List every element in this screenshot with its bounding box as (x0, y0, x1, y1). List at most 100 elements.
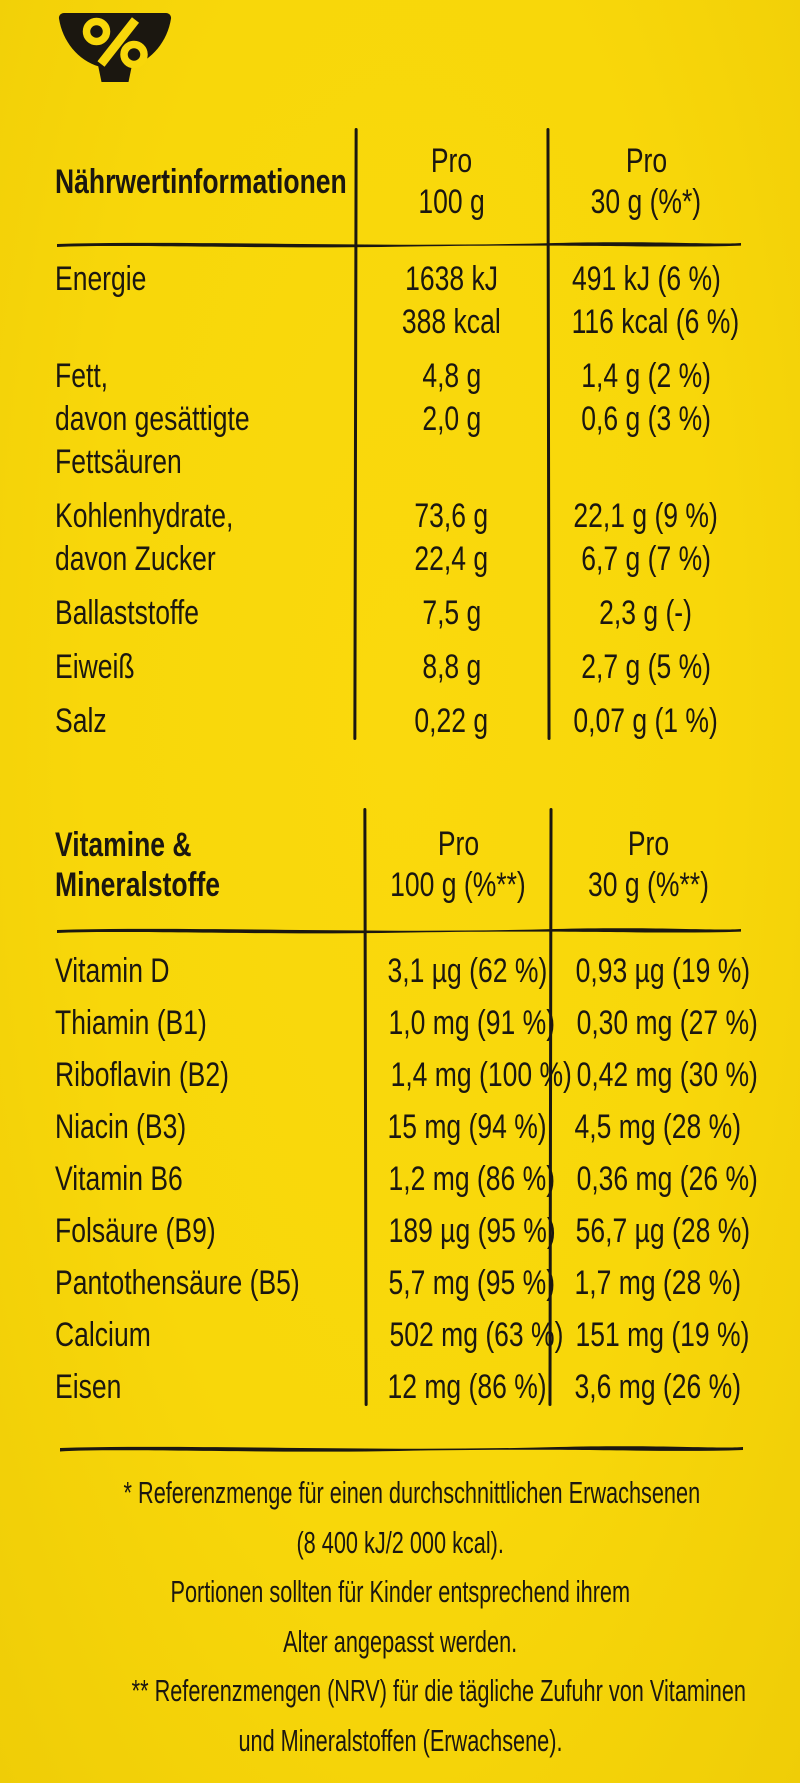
vitamins-table-title: Vitamine & Mineralstoffe (55, 826, 221, 904)
per-30g-value: 0,36 mg (26 %) (576, 1159, 758, 1198)
per-100g-value: 5,7 mg (95 %) (388, 1263, 556, 1302)
per-100g-value: 502 mg (63 %) (389, 1315, 564, 1354)
table-row: Ballaststoffe 7,5 g 2,3 g (-) (55, 592, 744, 635)
per-30g-value: 0,93 µg (19 %) (575, 951, 751, 990)
table-row: Pantothensäure (B5) 5,7 mg (95 %) 1,7 mg… (55, 1257, 745, 1309)
footnote-line: und Mineralstoffen (Erwachsene). (237, 1722, 563, 1758)
table-row: Eisen 12 mg (86 %) 3,6 mg (26 %) (55, 1361, 745, 1413)
col-header-per-100g: Pro 100 g (418, 142, 485, 221)
table-row: Energie 1638 kJ 491 kJ (6 %) (55, 258, 744, 301)
table-row: Calcium 502 mg (63 %) 151 mg (19 %) (55, 1309, 750, 1361)
table-row: Fettsäuren (55, 441, 744, 484)
vitamin-label: Vitamin B6 (55, 1159, 183, 1198)
table-row: Salz 0,22 g 0,07 g (1 %) (55, 700, 744, 743)
per-100g-value: 12 mg (86 %) (387, 1367, 547, 1406)
per-30g-value: 22,1 g (9 %) (573, 497, 719, 535)
vitamin-label: Niacin (B3) (55, 1107, 187, 1146)
per-100g-value: 15 mg (94 %) (387, 1107, 547, 1146)
per-100g-value: 1,2 mg (86 %) (388, 1159, 556, 1198)
per-100g-value: 1,4 mg (100 %) (390, 1055, 572, 1094)
per-30g-value: 0,6 g (3 %) (581, 400, 711, 438)
table-row: davon gesättigte 2,0 g 0,6 g (3 %) (55, 398, 744, 441)
vitamin-label: Vitamin D (55, 951, 170, 990)
table-row: Fett, 4,8 g 1,4 g (2 %) (55, 355, 744, 398)
footnote-line: (8 400 kJ/2 000 kcal). (296, 1524, 504, 1560)
per-100g-value: 388 kcal (402, 303, 501, 341)
per-100g-value: 1,0 mg (91 %) (388, 1003, 556, 1042)
per-100g-value: 73,6 g (414, 497, 489, 535)
nutrient-label: davon Zucker (55, 540, 216, 578)
table-row: davon Zucker 22,4 g 6,7 g (7 %) (55, 538, 744, 581)
nutrition-rows: Energie 1638 kJ 491 kJ (6 %) 388 kcal 11… (55, 258, 744, 743)
per-30g-value (548, 443, 744, 482)
table-row: Niacin (B3) 15 mg (94 %) 4,5 mg (28 %) (55, 1101, 745, 1153)
table-row: Thiamin (B1) 1,0 mg (91 %) 0,30 mg (27 %… (55, 997, 758, 1049)
footnote-line: Alter angepasst werden. (282, 1623, 518, 1659)
per-100g-value: 0,22 g (414, 702, 489, 740)
nutrient-label (55, 303, 355, 342)
header-rule (57, 928, 741, 934)
per-30g-value: 0,42 mg (30 %) (576, 1055, 758, 1094)
vitamin-label: Thiamin (B1) (55, 1003, 207, 1042)
vitamins-rows: Vitamin D 3,1 µg (62 %) 0,93 µg (19 %) T… (55, 945, 758, 1413)
table-row: Folsäure (B9) 189 µg (95 %) 56,7 µg (28 … (55, 1205, 751, 1257)
table-row: 388 kcal 116 kcal (6 %) (55, 301, 744, 344)
per-30g-value: 4,5 mg (28 %) (574, 1107, 742, 1146)
per-30g-value: 0,07 g (1 %) (573, 702, 719, 740)
per-30g-value: 2,3 g (-) (599, 594, 693, 632)
footnote-line: Portionen sollten für Kinder entsprechen… (170, 1574, 630, 1609)
footnote-line: ** Referenzmengen (NRV) für die tägliche… (131, 1673, 747, 1708)
nutrition-table-header: Nährwertinformationen Pro 100 g Pro 30 g… (55, 126, 744, 238)
table-row: Kohlenhydrate, 73,6 g 22,1 g (9 %) (55, 495, 744, 538)
nutrient-label: Eiweiß (55, 648, 135, 686)
nutrient-label: Energie (55, 260, 147, 298)
per-100g-value: 4,8 g (422, 357, 481, 395)
col-header-per-30g: Pro 30 g (%*) (590, 142, 702, 221)
vitamin-label: Riboflavin (B2) (55, 1055, 229, 1094)
table-row: Vitamin D 3,1 µg (62 %) 0,93 µg (19 %) (55, 945, 751, 997)
nutrient-label: Ballaststoffe (55, 594, 199, 632)
per-100g-value: 8,8 g (422, 648, 481, 686)
nutrient-label: Salz (55, 702, 107, 740)
footnote-line: * Referenzmenge für einen durchschnittli… (123, 1475, 701, 1510)
col-header-per-100g-nrv: Pro 100 g (%**) (390, 825, 526, 904)
per-30g-value: 3,6 mg (26 %) (574, 1367, 742, 1406)
per-100g-value: 1638 kJ (405, 260, 498, 298)
vitamin-label: Pantothensäure (B5) (55, 1263, 300, 1302)
nutrient-label: Kohlenhydrate, (55, 497, 234, 535)
per-30g-value: 6,7 g (7 %) (581, 540, 711, 578)
per-30g-value: 1,4 g (2 %) (581, 357, 711, 395)
nutrition-table: Nährwertinformationen Pro 100 g Pro 30 g… (55, 126, 744, 743)
percent-bowl-icon (58, 13, 172, 82)
per-30g-value: 2,7 g (5 %) (581, 648, 711, 686)
nutrient-label: davon gesättigte (55, 400, 250, 438)
per-100g-value: 22,4 g (414, 540, 489, 578)
table-row: Riboflavin (B2) 1,4 mg (100 %) 0,42 mg (… (55, 1049, 758, 1101)
per-30g-value: 151 mg (19 %) (575, 1315, 750, 1354)
per-100g-value: 7,5 g (422, 594, 481, 632)
table-row: Vitamin B6 1,2 mg (86 %) 0,36 mg (26 %) (55, 1153, 758, 1205)
per-30g-value: 56,7 µg (28 %) (575, 1211, 751, 1250)
vitamins-table-header: Vitamine & Mineralstoffe Pro 100 g (%**)… (55, 806, 745, 924)
nutrition-table-title: Nährwertinformationen (55, 163, 347, 201)
per-30g-value: 1,7 mg (28 %) (574, 1263, 742, 1302)
footnotes: * Referenzmenge für einen durchschnittli… (0, 1468, 800, 1765)
per-30g-value: 491 kJ (6 %) (571, 260, 721, 298)
per-100g-value: 189 µg (95 %) (388, 1211, 556, 1250)
vitamin-label: Folsäure (B9) (55, 1211, 216, 1250)
header-rule (57, 242, 741, 248)
vitamins-table: Vitamine & Mineralstoffe Pro 100 g (%**)… (55, 806, 758, 1413)
per-100g-value (355, 443, 548, 482)
per-30g-value: 0,30 mg (27 %) (576, 1003, 758, 1042)
footnote-rule (60, 1446, 743, 1452)
col-header-per-30g-nrv: Pro 30 g (%**) (587, 825, 709, 904)
nutrient-label: Fett, (55, 357, 109, 395)
nutrient-label: Fettsäuren (55, 443, 182, 481)
vitamin-label: Calcium (55, 1315, 151, 1354)
table-row: Eiweiß 8,8 g 2,7 g (5 %) (55, 646, 744, 689)
per-30g-value: 116 kcal (6 %) (571, 303, 740, 341)
vitamin-label: Eisen (55, 1367, 122, 1406)
per-100g-value: 3,1 µg (62 %) (387, 951, 548, 990)
per-100g-value: 2,0 g (422, 400, 481, 438)
